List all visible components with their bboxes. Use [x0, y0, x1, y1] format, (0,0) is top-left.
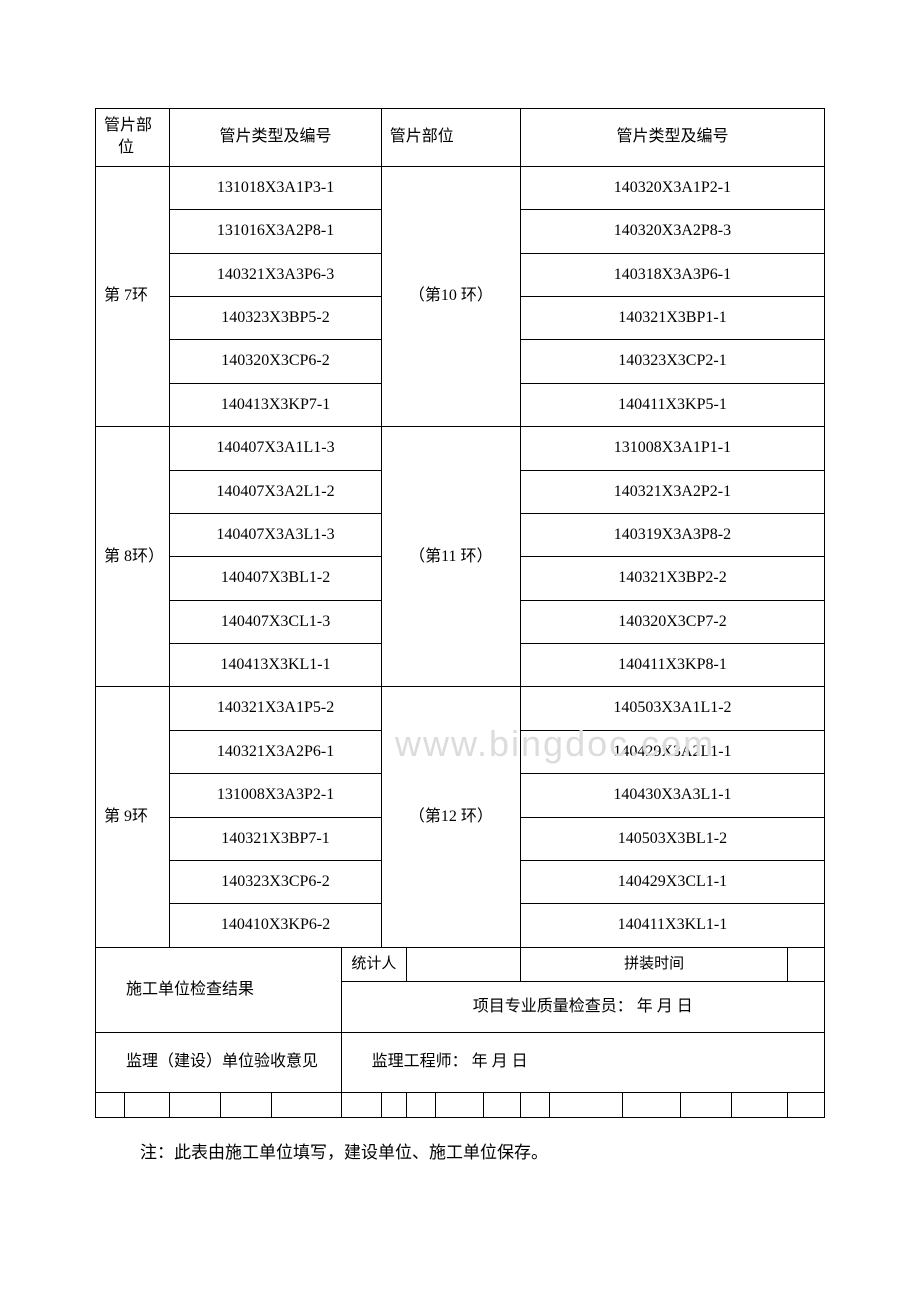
empty-cell: [520, 1092, 549, 1117]
code-cell: 140503X3A1L1-2: [520, 687, 824, 730]
code-cell: 131018X3A1P3-1: [170, 166, 381, 209]
supervisor-row: 监理（建设）单位验收意见 监理工程师： 年 月 日: [96, 1033, 825, 1092]
code-cell: 131016X3A2P8-1: [170, 210, 381, 253]
header-part-pos-1: 管片部位: [96, 109, 170, 167]
inspector-signature[interactable]: 项目专业质量检查员： 年 月 日: [341, 981, 824, 1032]
code-cell: 140323X3CP6-2: [170, 861, 381, 904]
ring-label: （第11 环）: [381, 427, 520, 687]
empty-bottom-row: [96, 1092, 825, 1117]
empty-cell: [484, 1092, 520, 1117]
empty-cell: [788, 1092, 825, 1117]
code-cell: 140413X3KL1-1: [170, 644, 381, 687]
ring-label: （第10 环）: [381, 166, 520, 426]
code-cell: 131008X3A3P2-1: [170, 774, 381, 817]
empty-cell: [681, 1092, 732, 1117]
code-cell: 140320X3CP7-2: [520, 600, 824, 643]
empty-cell: [125, 1092, 170, 1117]
assembly-time-value[interactable]: [788, 947, 825, 981]
empty-cell: [732, 1092, 788, 1117]
code-cell: 140503X3BL1-2: [520, 817, 824, 860]
document-container: www.bingdoc.com 管片部位 管片类型及编号 管片部位 管片类型及: [95, 108, 825, 1163]
header-part-pos-2: 管片部位: [381, 109, 520, 167]
code-cell: 140323X3CP2-1: [520, 340, 824, 383]
ring-label: 第 8环）: [96, 427, 170, 687]
code-cell: 140320X3CP6-2: [170, 340, 381, 383]
stat-person-label: 统计人: [341, 947, 407, 981]
empty-cell: [407, 1092, 436, 1117]
empty-cell: [436, 1092, 484, 1117]
code-cell: 140407X3A2L1-2: [170, 470, 381, 513]
table-row: 第 7环 131018X3A1P3-1 （第10 环） 140320X3A1P2…: [96, 166, 825, 209]
empty-cell: [341, 1092, 381, 1117]
code-cell: 140321X3BP7-1: [170, 817, 381, 860]
code-cell: 140411X3KP5-1: [520, 383, 824, 426]
assembly-time-label: 拼装时间: [520, 947, 788, 981]
ring-label: （第12 环）: [381, 687, 520, 947]
ring-label: 第 9环: [96, 687, 170, 947]
code-cell: 140321X3A2P6-1: [170, 730, 381, 773]
empty-cell: [221, 1092, 272, 1117]
footer-note: 注：此表由施工单位填写，建设单位、施工单位保存。: [95, 1118, 825, 1163]
empty-cell: [96, 1092, 125, 1117]
table-header-row: 管片部位 管片类型及编号 管片部位 管片类型及编号: [96, 109, 825, 167]
code-cell: 140323X3BP5-2: [170, 296, 381, 339]
code-cell: 140407X3A3L1-3: [170, 513, 381, 556]
supervisor-signature[interactable]: 监理工程师： 年 月 日: [341, 1033, 824, 1092]
code-cell: 140320X3A2P8-3: [520, 210, 824, 253]
header-code-1: 管片类型及编号: [170, 109, 381, 167]
code-cell: 131008X3A1P1-1: [520, 427, 824, 470]
code-cell: 140411X3KL1-1: [520, 904, 824, 947]
code-cell: 140407X3CL1-3: [170, 600, 381, 643]
code-cell: 140407X3A1L1-3: [170, 427, 381, 470]
stat-person-value[interactable]: [407, 947, 521, 981]
code-cell: 140320X3A1P2-1: [520, 166, 824, 209]
code-cell: 140429X3A2L1-1: [520, 730, 824, 773]
empty-cell: [170, 1092, 221, 1117]
table-row: 第 8环） 140407X3A1L1-3 （第11 环） 131008X3A1P…: [96, 427, 825, 470]
code-cell: 140413X3KP7-1: [170, 383, 381, 426]
empty-cell: [272, 1092, 341, 1117]
supervisor-accept-label: 监理（建设）单位验收意见: [96, 1033, 342, 1092]
code-cell: 140410X3KP6-2: [170, 904, 381, 947]
code-cell: 140321X3BP2-2: [520, 557, 824, 600]
code-cell: 140319X3A3P8-2: [520, 513, 824, 556]
main-table: 管片部位 管片类型及编号 管片部位 管片类型及编号 第 7环 131018X3A…: [95, 108, 825, 1118]
code-cell: 140321X3A2P2-1: [520, 470, 824, 513]
code-cell: 140411X3KP8-1: [520, 644, 824, 687]
table-row: 第 9环 140321X3A1P5-2 （第12 环） 140503X3A1L1…: [96, 687, 825, 730]
code-cell: 140429X3CL1-1: [520, 861, 824, 904]
code-cell: 140321X3BP1-1: [520, 296, 824, 339]
code-cell: 140321X3A1P5-2: [170, 687, 381, 730]
code-cell: 140407X3BL1-2: [170, 557, 381, 600]
inspect-result-row: 施工单位检查结果 统计人 拼装时间: [96, 947, 825, 981]
empty-cell: [381, 1092, 407, 1117]
empty-cell: [550, 1092, 623, 1117]
empty-cell: [622, 1092, 680, 1117]
code-cell: 140318X3A3P6-1: [520, 253, 824, 296]
ring-label: 第 7环: [96, 166, 170, 426]
header-code-2: 管片类型及编号: [520, 109, 824, 167]
inspect-result-label: 施工单位检查结果: [96, 947, 342, 1032]
code-cell: 140430X3A3L1-1: [520, 774, 824, 817]
code-cell: 140321X3A3P6-3: [170, 253, 381, 296]
